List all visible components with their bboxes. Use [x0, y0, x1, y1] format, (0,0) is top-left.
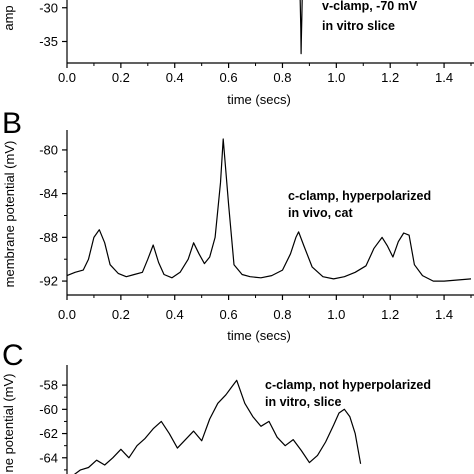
panel-b-x-tick-label: 0.0	[58, 307, 76, 322]
panel-c-y-axis-label: ne potential (mV)	[1, 374, 16, 473]
panel-a-annotation-line: v-clamp, -70 mV	[322, 0, 418, 13]
panel-a-x-tick-label: 0.2	[112, 70, 130, 85]
panel-b-x-tick-label: 0.6	[220, 307, 238, 322]
panel-c-y-tick-label: -60	[39, 402, 58, 417]
panel-b-y-tick-label: -80	[39, 142, 58, 157]
panel-b-x-tick-label: 1.0	[327, 307, 345, 322]
panel-a-y-tick-label: -30	[39, 0, 58, 15]
panel-a-x-tick-label: 1.4	[435, 70, 453, 85]
panel-b-annotation-line: c-clamp, hyperpolarized	[288, 189, 431, 203]
panel-a-x-axis-label: time (secs)	[227, 92, 291, 107]
panel-a-y-tick-label: -35	[39, 34, 58, 49]
panel-b-letter: B	[2, 107, 22, 140]
panel-c-annotation-line: in vitro, slice	[265, 395, 341, 409]
panel-c-trace	[73, 379, 362, 474]
panel-b-x-tick-label: 1.2	[381, 307, 399, 322]
panel-b-x-tick-label: 0.8	[273, 307, 291, 322]
panel-a-x-tick-label: 0.0	[58, 70, 76, 85]
panel-c-letter: C	[2, 339, 24, 372]
panel-b-y-axis-label: membrane potential (mV)	[2, 141, 17, 288]
panel-a-annotation-line: in vitro slice	[322, 19, 395, 33]
panel-a-x-tick-label: 1.0	[327, 70, 345, 85]
panel-a-x-tick-label: 0.4	[166, 70, 184, 85]
panel-a-x-tick-label: 0.6	[220, 70, 238, 85]
panel-b-trace	[66, 138, 472, 282]
panel-c-y-tick-label: -62	[39, 426, 58, 441]
panel-b-x-tick-label: 0.4	[166, 307, 184, 322]
panel-a-trace	[299, 0, 303, 55]
panel-a-y-axis-label: amp	[1, 5, 16, 30]
panel-b-y-tick-label: -88	[39, 230, 58, 245]
panel-b-x-axis-label: time (secs)	[227, 328, 291, 343]
panel-c-y-tick-label: -58	[39, 378, 58, 393]
panel-c-y-tick-label: -64	[39, 450, 58, 465]
panel-b-annotation-line: in vivo, cat	[288, 206, 353, 220]
panel-a-x-tick-label: 0.8	[273, 70, 291, 85]
panel-c-annotation-line: c-clamp, not hyperpolarized	[265, 378, 431, 392]
panel-b-x-tick-label: 1.4	[435, 307, 453, 322]
panel-b-y-tick-label: -84	[39, 186, 58, 201]
panel-b-y-tick-label: -92	[39, 274, 58, 289]
panel-a-x-tick-label: 1.2	[381, 70, 399, 85]
panel-b-x-tick-label: 0.2	[112, 307, 130, 322]
